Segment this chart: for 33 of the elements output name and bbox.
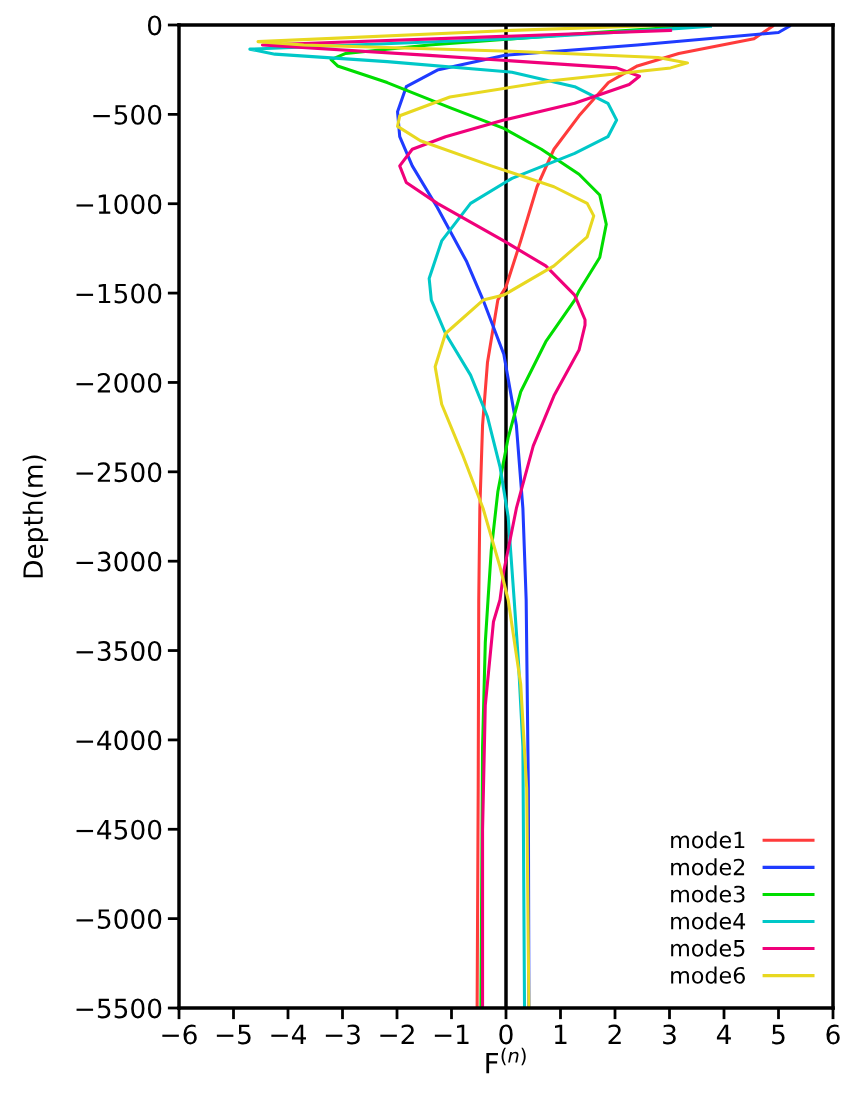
legend-label: mode2 xyxy=(671,858,745,876)
x-tick-label: 4 xyxy=(716,1024,731,1045)
legend-label: mode3 xyxy=(671,885,745,903)
x-tick-label: 0 xyxy=(499,1024,513,1045)
legend-label: mode4 xyxy=(671,912,746,930)
y-tick-label: 0 xyxy=(147,15,162,36)
legend-label: mode5 xyxy=(671,939,745,957)
x-tick-label: 3 xyxy=(663,1024,676,1045)
y-tick-label: −1000 xyxy=(76,194,162,215)
y-tick-label: −3000 xyxy=(76,551,162,572)
x-tick-label: 6 xyxy=(826,1024,840,1045)
y-tick-label: −1500 xyxy=(76,283,162,304)
y-tick-label: −500 xyxy=(93,104,162,125)
x-tick-label: −5 xyxy=(216,1024,251,1045)
y-axis-title: Depth(m) xyxy=(22,455,49,578)
x-tick-label: −4 xyxy=(271,1024,306,1045)
y-tick-label: −4500 xyxy=(76,819,162,840)
y-tick-label: −3500 xyxy=(76,640,162,661)
x-tick-label: −2 xyxy=(380,1024,414,1045)
x-axis-title: F$^{(n)}$ xyxy=(486,1047,526,1074)
legend-label: mode6 xyxy=(671,966,745,984)
y-tick-label: −5000 xyxy=(76,909,162,930)
y-tick-label: −4000 xyxy=(76,730,162,751)
x-tick-label: −1 xyxy=(434,1024,469,1045)
x-tick-label: 1 xyxy=(555,1024,567,1045)
y-tick-label: −5500 xyxy=(76,998,162,1019)
x-tick-label: 2 xyxy=(608,1024,621,1045)
y-tick-label: −2500 xyxy=(76,462,162,483)
x-tick-label: −3 xyxy=(325,1024,360,1045)
x-tick-label: 5 xyxy=(772,1024,785,1045)
y-tick-label: −2000 xyxy=(76,372,162,393)
legend-label: mode1 xyxy=(671,831,745,849)
x-tick-label: −6 xyxy=(162,1024,197,1045)
